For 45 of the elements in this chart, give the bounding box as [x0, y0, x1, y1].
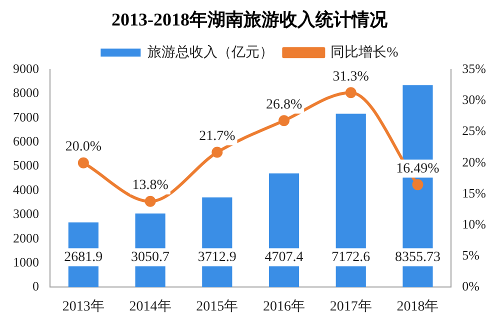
point — [412, 179, 424, 190]
point — [212, 146, 223, 158]
data-label: 8355.73 — [394, 250, 440, 265]
y-tick-label: 8000 — [13, 85, 39, 100]
x-tick-label: 2017年 — [330, 298, 372, 314]
point — [78, 157, 89, 168]
y2-tick-label: 25% — [462, 123, 486, 138]
data-label: 2681.9 — [64, 250, 103, 265]
y-tick-label: 1000 — [13, 254, 39, 270]
data-label: 4707.4 — [264, 250, 304, 265]
y2-tick-label: 10% — [462, 216, 486, 232]
y-tick-label: 9000 — [13, 61, 39, 76]
x-tick-label: 2016年 — [263, 298, 306, 314]
y-tick-label: 0 — [32, 278, 39, 294]
y-tick-label: 7000 — [13, 109, 39, 124]
point — [144, 196, 156, 207]
y2-tick-label: 5% — [462, 248, 480, 263]
data-label: 21.7% — [199, 128, 236, 144]
y2-tick-label: 20% — [462, 154, 486, 170]
y-tick-label: 5000 — [13, 158, 39, 173]
y2-tick-label: 15% — [462, 185, 486, 200]
y-tick-label: 6000 — [13, 134, 39, 149]
y2-tick-label: 0% — [462, 278, 480, 294]
legend-label: 旅游总收入（亿元） — [148, 44, 274, 60]
x-tick-label: 2018年 — [396, 298, 439, 314]
x-tick-label: 2013年 — [62, 298, 104, 314]
point — [345, 87, 356, 98]
data-label: 3050.7 — [131, 250, 170, 265]
data-label: 31.3% — [332, 69, 370, 84]
data-label: 26.8% — [266, 97, 302, 112]
y-tick-label: 2000 — [13, 230, 39, 246]
y-tick-label: 3000 — [13, 206, 39, 222]
y2-tick-label: 35% — [462, 61, 486, 76]
data-label: 13.8% — [132, 178, 169, 194]
legend-label: 同比增长% — [330, 44, 399, 60]
data-label: 7172.6 — [332, 250, 370, 265]
x-tick-label: 2015年 — [196, 298, 238, 314]
data-label: 16.49% — [396, 161, 440, 176]
y2-tick-label: 30% — [462, 92, 486, 108]
data-label: 20.0% — [65, 140, 102, 155]
data-label: 3712.9 — [198, 250, 236, 265]
chart-title: 2013-2018年湖南旅游收入统计情况 — [112, 9, 388, 30]
x-tick-label: 2014年 — [129, 298, 172, 314]
y-tick-label: 4000 — [13, 182, 39, 197]
point — [278, 115, 290, 126]
